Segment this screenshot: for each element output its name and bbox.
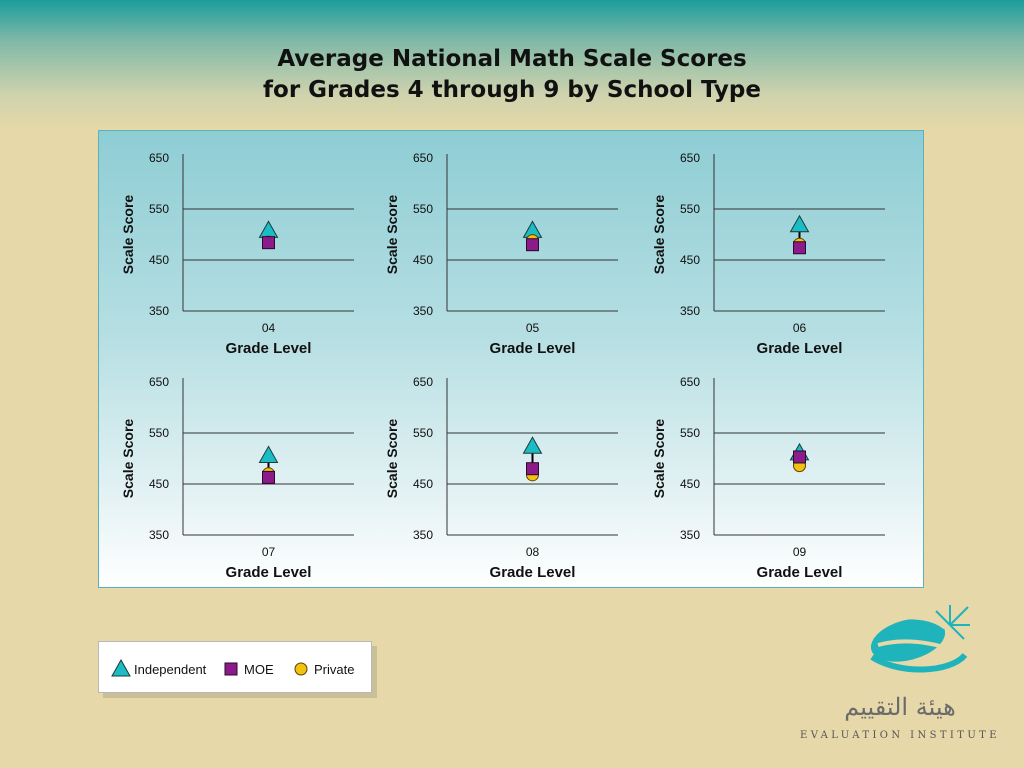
legend-label: Private	[314, 662, 354, 677]
legend-item-independent: Independent	[111, 658, 207, 677]
y-tick-label: 450	[413, 477, 433, 491]
chart-panel-05: 350 450 550 650 Scale Score 05 Grade Level	[384, 151, 618, 357]
y-tick-label: 450	[680, 477, 700, 491]
y-tick-label: 450	[149, 477, 169, 491]
y-tick-label: 650	[680, 375, 700, 389]
y-tick-label: 650	[680, 151, 700, 165]
y-tick-label: 650	[149, 375, 169, 389]
marker-independent	[258, 220, 279, 238]
x-tick-label: 05	[526, 321, 540, 335]
chart-panel-06: 350 450 550 650 Scale Score 06 Grade Level	[651, 151, 885, 357]
y-tick-label: 350	[413, 304, 433, 318]
x-axis-title: Grade Level	[226, 564, 312, 581]
y-tick-label: 450	[413, 253, 433, 267]
x-axis-title: Grade Level	[757, 564, 843, 581]
charts-panel: 350 450 550 650 Scale Score 04 Grade Level 350 4…	[98, 130, 924, 588]
y-tick-label: 650	[413, 375, 433, 389]
logo-arabic-text: هيئة التقييم	[844, 693, 956, 721]
y-tick-label: 450	[149, 253, 169, 267]
x-tick-label: 07	[262, 545, 276, 559]
legend-marker-private	[294, 662, 308, 676]
legend-label: Independent	[134, 662, 207, 677]
y-tick-label: 350	[149, 304, 169, 318]
logo-emblem-icon	[870, 605, 970, 673]
x-axis-title: Grade Level	[490, 564, 576, 581]
y-axis-title: Scale Score	[651, 419, 667, 499]
x-tick-label: 04	[262, 321, 276, 335]
y-tick-label: 350	[149, 528, 169, 542]
x-axis-title: Grade Level	[490, 340, 576, 357]
chart-title: Average National Math Scale Scores for G…	[0, 44, 1024, 106]
y-tick-label: 350	[680, 304, 700, 318]
marker-independent	[789, 214, 810, 233]
y-axis-title: Scale Score	[120, 195, 136, 275]
legend-svg: Independent MOE Private	[111, 658, 354, 677]
marker-independent	[522, 436, 543, 454]
chart-panel-09: 350 450 550 650 Scale Score 09 Grade Level	[651, 375, 885, 581]
y-tick-label: 550	[413, 426, 433, 440]
chart-panel-07: 350 450 550 650 Scale Score 07 Grade Level	[120, 375, 354, 581]
y-tick-label: 550	[680, 202, 700, 216]
y-axis-title: Scale Score	[651, 195, 667, 275]
marker-independent	[258, 445, 279, 463]
title-line-1: Average National Math Scale Scores	[277, 46, 747, 72]
legend-label: MOE	[244, 662, 274, 677]
marker-moe	[526, 462, 539, 476]
x-tick-label: 06	[793, 321, 807, 335]
legend-marker-independent	[111, 658, 131, 677]
legend: Independent MOE Private	[98, 641, 372, 693]
y-axis-title: Scale Score	[120, 419, 136, 499]
legend-item-moe: MOE	[224, 662, 274, 677]
y-axis-title: Scale Score	[384, 195, 400, 275]
y-tick-label: 450	[680, 253, 700, 267]
marker-moe	[793, 241, 806, 255]
y-tick-label: 650	[149, 151, 169, 165]
y-tick-label: 550	[680, 426, 700, 440]
title-line-2: for Grades 4 through 9 by School Type	[263, 77, 761, 103]
y-axis-title: Scale Score	[384, 419, 400, 499]
y-tick-label: 550	[149, 426, 169, 440]
x-axis-title: Grade Level	[757, 340, 843, 357]
marker-moe	[262, 470, 275, 484]
marker-moe	[793, 450, 806, 464]
y-tick-label: 350	[413, 528, 433, 542]
logo-english-text: EVALUATION INSTITUTE	[800, 730, 1000, 741]
y-tick-label: 550	[149, 202, 169, 216]
chart-panel-08: 350 450 550 650 Scale Score 08 Grade Level	[384, 375, 618, 581]
x-tick-label: 09	[793, 545, 807, 559]
y-tick-label: 350	[680, 528, 700, 542]
legend-marker-moe	[224, 662, 238, 676]
legend-item-private: Private	[294, 662, 354, 677]
y-tick-label: 550	[413, 202, 433, 216]
y-tick-label: 650	[413, 151, 433, 165]
x-axis-title: Grade Level	[226, 340, 312, 357]
marker-moe	[526, 238, 539, 252]
small-multiples-chart: 350 450 550 650 Scale Score 04 Grade Level 350 4…	[120, 151, 885, 581]
chart-panel-04: 350 450 550 650 Scale Score 04 Grade Level	[120, 151, 354, 357]
evaluation-institute-logo: هيئة التقييم EVALUATION INSTITUTE	[800, 605, 1010, 755]
x-tick-label: 08	[526, 545, 540, 559]
marker-moe	[262, 236, 275, 250]
